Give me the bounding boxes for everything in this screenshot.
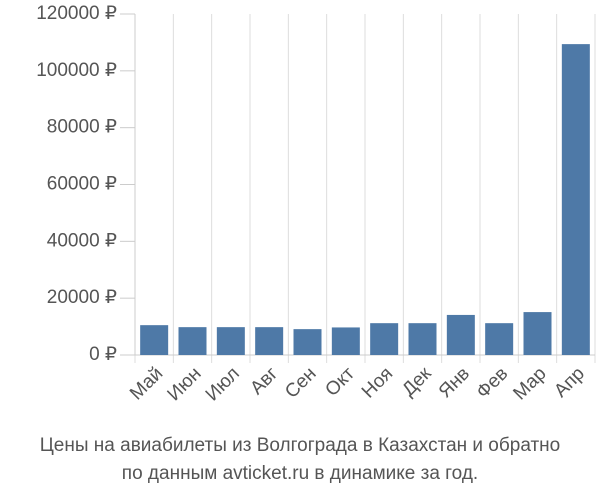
x-tick-label: Июл [202,363,244,405]
y-tick-label: 40000 ₽ [47,230,117,251]
y-tick-label: 0 ₽ [89,344,117,365]
bar [216,327,245,355]
bar [561,44,590,355]
bar [485,323,514,355]
y-tick-label: 80000 ₽ [47,117,117,138]
bar [370,323,399,355]
y-tick-label: 20000 ₽ [47,287,117,308]
y-tick-label: 120000 ₽ [36,3,117,24]
x-tick-label: Ноя [358,363,397,402]
x-tick-label: Фев [473,363,513,403]
bar [255,327,284,355]
bar [331,327,360,355]
bar [140,325,169,355]
y-tick-label: 60000 ₽ [47,174,117,195]
x-tick-label: Янв [435,363,474,402]
x-tick-label: Май [126,363,167,404]
chart-subtitle: по данным avticket.ru в динамике за год. [122,463,478,484]
x-tick-label: Апр [550,363,589,402]
x-tick-label: Мар [509,363,550,404]
bar [523,312,552,355]
y-tick-label: 100000 ₽ [36,60,117,81]
x-tick-label: Сен [281,363,320,402]
bar [408,323,437,355]
bar [446,314,475,355]
chart-title: Цены на авиабилеты из Волгограда в Казах… [40,435,560,456]
x-tick-label: Июн [164,363,206,405]
bar [293,329,322,355]
x-tick-label: Окт [321,363,359,401]
bar [178,327,207,355]
x-tick-label: Дек [398,363,436,401]
x-tick-label: Авг [246,363,282,399]
